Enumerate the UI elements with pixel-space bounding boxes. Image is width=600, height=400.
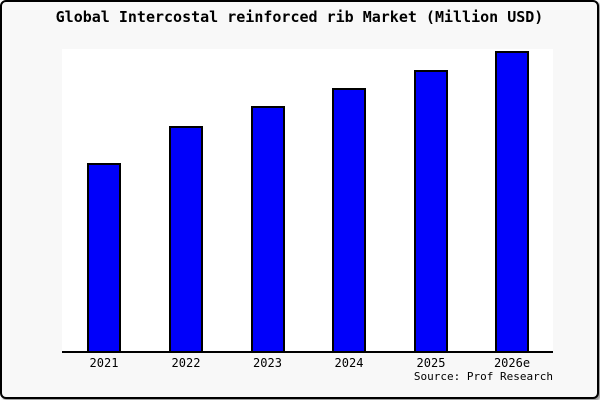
bar-2021 xyxy=(87,163,121,351)
bar-2024 xyxy=(332,88,366,351)
chart-title: Global Intercostal reinforced rib Market… xyxy=(55,8,544,26)
bar-2023 xyxy=(250,106,285,351)
bar-2025 xyxy=(414,70,448,351)
x-axis-label-2023: 2023 xyxy=(253,356,282,370)
bar-2022 xyxy=(169,126,203,351)
bar-2026e xyxy=(495,51,529,351)
x-axis-label-2026e: 2026e xyxy=(493,356,531,370)
plot-area xyxy=(62,49,553,353)
x-axis-label-2025: 2025 xyxy=(416,356,446,370)
x-axis-label-2024: 2024 xyxy=(334,356,364,370)
x-axis-label-2022: 2022 xyxy=(171,356,201,370)
source-text: Source: Prof Research xyxy=(413,370,553,383)
x-axis-label-2021: 2021 xyxy=(89,356,119,370)
